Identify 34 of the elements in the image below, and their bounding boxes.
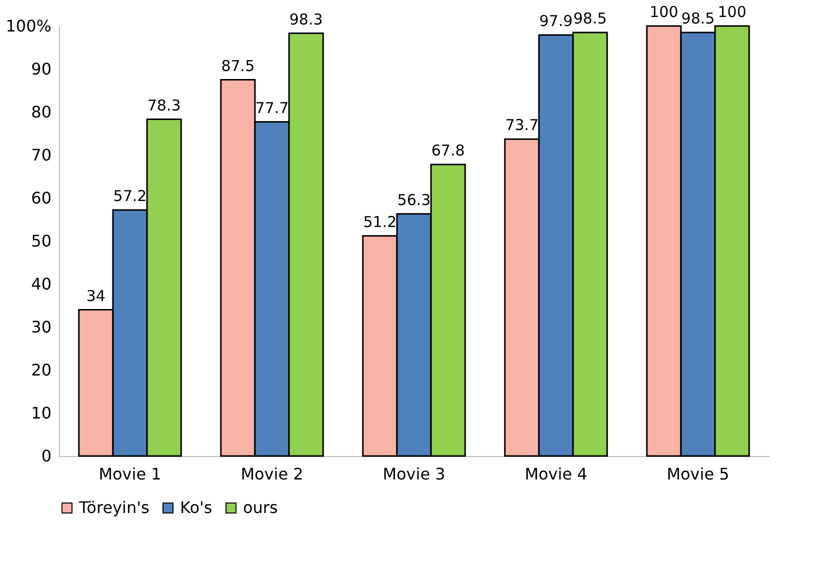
- y-tick-label: 0: [41, 446, 52, 466]
- y-tick-label: 100%: [6, 16, 52, 36]
- data-label: 100: [718, 3, 746, 21]
- x-tick-label: Movie 2: [240, 464, 304, 484]
- legend-label: ours: [243, 498, 278, 517]
- data-label: 67.8: [431, 141, 465, 160]
- x-tick-label: Movie 1: [98, 464, 162, 484]
- y-tick-label: 60: [31, 188, 52, 208]
- legend-label: Ko's: [180, 498, 212, 517]
- data-label: 87.5: [221, 56, 255, 75]
- y-tick-label: 30: [31, 318, 52, 336]
- data-label: 78.3: [147, 96, 181, 114]
- data-label: 57.2: [113, 187, 147, 206]
- data-label: 98.3: [289, 10, 323, 28]
- x-tick-label: Movie 4: [524, 464, 588, 484]
- data-label: 98.5: [681, 9, 715, 28]
- data-label: 77.7: [255, 98, 289, 117]
- legend-label: Töreyin's: [78, 498, 150, 517]
- data-label: 73.7: [505, 116, 539, 134]
- x-tick-label: Movie 3: [382, 464, 446, 484]
- y-tick-label: 20: [31, 360, 52, 380]
- data-label: 100: [650, 3, 678, 21]
- data-label: 34: [86, 286, 106, 305]
- data-label: 56.3: [397, 190, 431, 209]
- y-tick-label: 90: [31, 60, 52, 78]
- y-tick-label: 70: [31, 146, 52, 164]
- data-label: 51.2: [363, 212, 397, 231]
- data-label: 98.5: [573, 9, 607, 28]
- y-tick-label: 50: [31, 232, 52, 250]
- y-tick-label: 80: [31, 102, 52, 122]
- y-tick-label: 40: [31, 274, 52, 294]
- data-label: 97.9: [539, 12, 573, 30]
- x-tick-label: Movie 5: [666, 464, 730, 484]
- y-tick-label: 10: [31, 404, 52, 422]
